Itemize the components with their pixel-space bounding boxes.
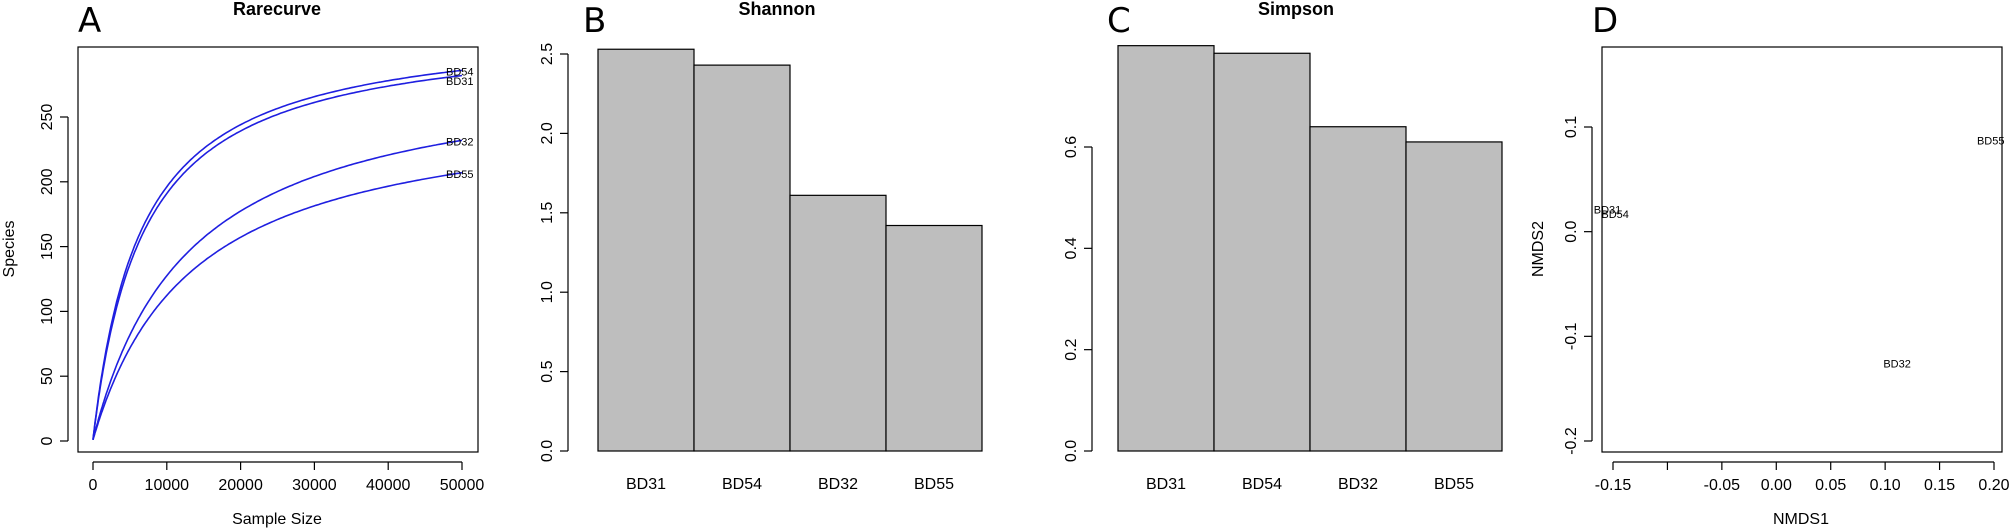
nmds-x-axis-label: NMDS1 bbox=[1773, 511, 1829, 528]
rarecurve-x-tick-label: 20000 bbox=[218, 477, 263, 494]
rarecurve-y-axis-label: Species bbox=[1, 221, 18, 278]
shannon-bar-bd54 bbox=[693, 64, 791, 452]
shannon-category-label: BD32 bbox=[818, 476, 858, 493]
simpson-category-label: BD55 bbox=[1434, 476, 1474, 493]
shannon-y-tick-label: 1.0 bbox=[539, 281, 556, 303]
shannon-y-tick-label: 2.5 bbox=[539, 43, 556, 65]
rarecurve-y-tick-label: 100 bbox=[39, 298, 56, 325]
simpson-category-label: BD31 bbox=[1146, 476, 1186, 493]
title-shannon: Shannon bbox=[739, 0, 816, 19]
panel-letter-b: B bbox=[583, 1, 606, 41]
shannon-bar-bd55 bbox=[885, 224, 983, 452]
shannon-bar-chart: 0.0 0.5 1.0 1.5 2.0 2.5 BD31 BD54 BD32 BD55 bbox=[539, 43, 983, 493]
rarecurve-x-tick-label: 30000 bbox=[292, 477, 337, 494]
rarecurve-series-label: BD32 bbox=[446, 137, 474, 149]
rarecurve-x-tick-label: 40000 bbox=[366, 477, 411, 494]
rarecurve-y-tick-label: 50 bbox=[39, 367, 56, 385]
nmds-y-tick-label: 0.1 bbox=[1563, 116, 1580, 138]
simpson-y-tick-label: 0.6 bbox=[1063, 136, 1080, 158]
simpson-category-label: BD54 bbox=[1242, 476, 1282, 493]
shannon-bar-bd31 bbox=[597, 48, 695, 452]
rarecurve-line-bd54 bbox=[92, 69, 463, 440]
rarecurve-x-tick-label: 10000 bbox=[145, 477, 190, 494]
rarecurve-line-bd32 bbox=[92, 139, 463, 440]
nmds-point-label-bd55: BD55 bbox=[1977, 136, 2005, 148]
panel-letter-c: C bbox=[1107, 1, 1131, 41]
panel-letter-d: D bbox=[1592, 1, 1618, 41]
shannon-category-label: BD31 bbox=[626, 476, 666, 493]
simpson-y-tick-label: 0.2 bbox=[1063, 338, 1080, 360]
title-simpson: Simpson bbox=[1258, 0, 1334, 19]
shannon-y-tick-label: 1.5 bbox=[539, 202, 556, 224]
nmds-y-tick-label: -0.2 bbox=[1563, 427, 1580, 455]
nmds-y-tick-label: -0.1 bbox=[1563, 322, 1580, 350]
rarecurve-line-bd31 bbox=[92, 74, 463, 440]
panel-letter-a: A bbox=[78, 1, 101, 41]
nmds-point-label-bd31: BD31 bbox=[1594, 205, 1622, 217]
simpson-bar-bd55 bbox=[1405, 141, 1503, 452]
title-rarecurve: Rarecurve bbox=[233, 0, 321, 19]
rarecurve-y-tick-label: 0 bbox=[39, 436, 56, 445]
shannon-y-tick-label: 0.0 bbox=[539, 440, 556, 462]
nmds-x-tick-label: 0.15 bbox=[1924, 477, 1955, 494]
rarecurve-y-tick-label: 150 bbox=[39, 233, 56, 260]
rarecurve-x-axis-label: Sample Size bbox=[232, 511, 322, 528]
simpson-bar-bd54 bbox=[1213, 52, 1311, 452]
rarecurve-x-tick-label: 50000 bbox=[440, 477, 485, 494]
rarecurve-y-tick-label: 200 bbox=[39, 168, 56, 195]
simpson-bar-chart: 0.0 0.2 0.4 0.6 BD31 BD54 BD32 BD55 bbox=[1063, 45, 1503, 493]
rarecurve-plot: 0 10000 20000 30000 40000 50000 0 50 100 150 200 25… bbox=[1, 46, 485, 528]
shannon-category-label: BD55 bbox=[914, 476, 954, 493]
nmds-y-axis-label: NMDS2 bbox=[1530, 221, 1547, 277]
nmds-x-tick-label: -0.15 bbox=[1595, 477, 1632, 494]
nmds-x-tick-label: 0.10 bbox=[1870, 477, 1901, 494]
shannon-y-tick-label: 2.0 bbox=[539, 122, 556, 144]
simpson-category-label: BD32 bbox=[1338, 476, 1378, 493]
rarecurve-line-bd55 bbox=[92, 171, 463, 440]
shannon-bar-bd32 bbox=[789, 194, 887, 452]
nmds-x-tick-label: 0.00 bbox=[1761, 477, 1792, 494]
simpson-y-tick-label: 0.4 bbox=[1063, 237, 1080, 259]
nmds-x-tick-label: -0.05 bbox=[1704, 477, 1741, 494]
nmds-point-label-bd32: BD32 bbox=[1883, 358, 1911, 370]
simpson-y-tick-label: 0.0 bbox=[1063, 440, 1080, 462]
nmds-y-tick-label: 0.0 bbox=[1563, 220, 1580, 242]
rarecurve-plot-frame bbox=[77, 46, 479, 453]
shannon-category-label: BD54 bbox=[722, 476, 762, 493]
rarecurve-series-label: BD31 bbox=[446, 76, 474, 88]
simpson-bar-bd31 bbox=[1117, 45, 1215, 452]
rarecurve-y-tick-label: 250 bbox=[39, 104, 56, 131]
nmds-point-label-bd54: BD54 bbox=[1601, 209, 1629, 221]
nmds-plot-frame bbox=[1601, 46, 2003, 453]
rarecurve-series-label: BD55 bbox=[446, 169, 474, 181]
nmds-scatter-plot: -0.15 -0.05 0.00 0.05 0.10 0.15 0.20 -0.2 -0.1 0.… bbox=[1530, 46, 2010, 528]
shannon-y-tick-label: 0.5 bbox=[539, 360, 556, 382]
simpson-bar-bd32 bbox=[1309, 126, 1407, 452]
rarecurve-series-label: BD54 bbox=[446, 67, 474, 79]
nmds-x-tick-label: 0.05 bbox=[1815, 477, 1846, 494]
nmds-x-tick-label: 0.20 bbox=[1978, 477, 2009, 494]
rarecurve-x-tick-label: 0 bbox=[89, 477, 98, 494]
